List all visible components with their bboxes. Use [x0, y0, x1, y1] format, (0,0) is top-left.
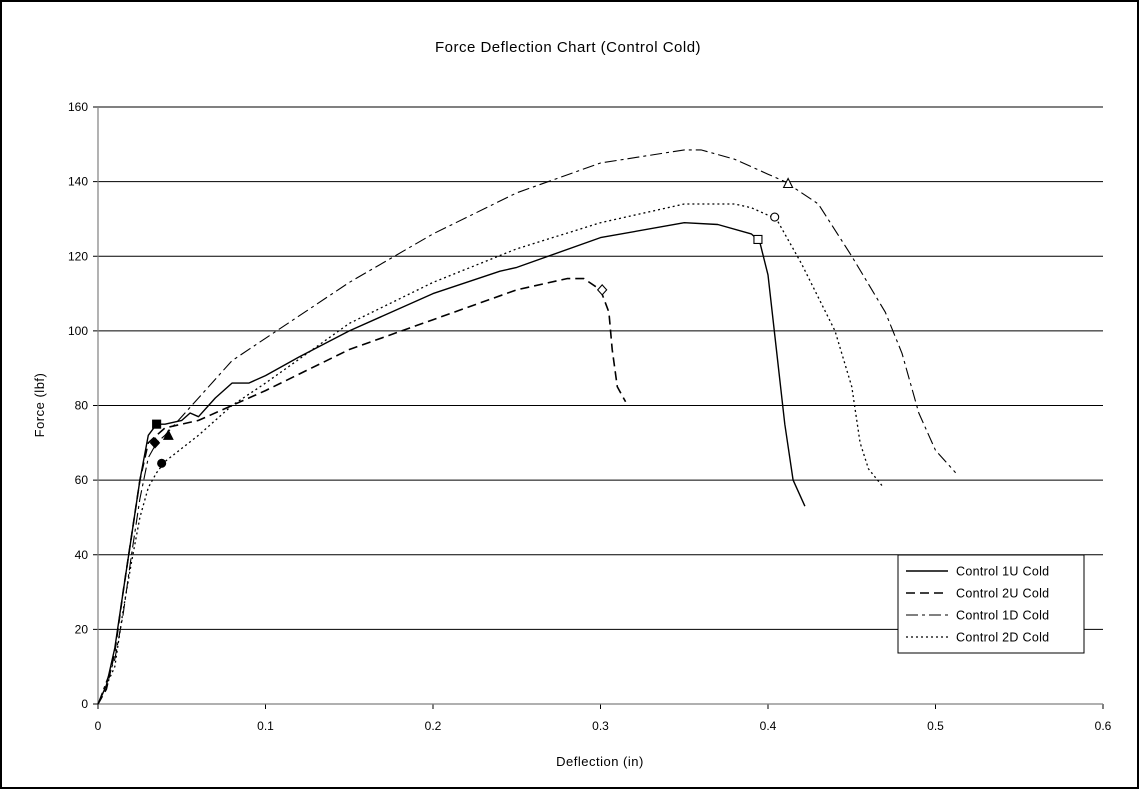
series-4-marker-2 [770, 212, 780, 222]
x-tick-label: 0.5 [927, 719, 944, 733]
y-tick-label: 0 [81, 697, 88, 711]
series-3-marker-2 [782, 177, 794, 189]
gridlines [98, 106, 1103, 630]
legend-entry-3: Control 1D Cold [956, 609, 1049, 623]
series-lines [97, 149, 957, 705]
chart-title: Force Deflection Chart (Control Cold) [435, 39, 701, 56]
legend-entry-1: Control 1U Cold [956, 565, 1049, 579]
x-tick-label: 0.3 [592, 719, 609, 733]
series-2-marker-1 [149, 436, 161, 449]
series-1-marker-2 [753, 234, 763, 245]
y-tick-label: 120 [68, 249, 88, 263]
series-1-marker-1 [152, 419, 162, 429]
y-tick-label: 20 [75, 622, 89, 636]
series-line-3 [97, 149, 957, 705]
legend-entry-2: Control 2U Cold [956, 587, 1049, 601]
x-tick-label: 0 [95, 719, 102, 733]
x-tick-label: 0.4 [760, 719, 777, 733]
series-3-marker-1 [162, 429, 174, 440]
series-line-4 [97, 203, 885, 705]
series-4-marker-1 [157, 458, 167, 468]
series-line-1 [97, 222, 806, 705]
y-axis-title: Force (lbf) [32, 373, 47, 438]
legend: Control 1U Cold Control 2U Cold Control 1D… [897, 554, 1085, 654]
x-axis-title: Deflection (in) [556, 754, 644, 769]
y-tick-label: 80 [75, 399, 89, 413]
y-tick-label: 160 [68, 100, 88, 114]
series-line-2 [97, 277, 627, 705]
x-tick-label: 0.1 [257, 719, 274, 733]
x-tick-label: 0.6 [1095, 719, 1112, 733]
y-tick-label: 140 [68, 175, 88, 189]
y-tick-label: 100 [68, 324, 88, 338]
legend-entry-4: Control 2D Cold [956, 631, 1049, 645]
x-tick-label: 0.2 [425, 719, 442, 733]
y-tick-label: 40 [75, 548, 89, 562]
series-markers [149, 177, 794, 468]
series-2-marker-2 [596, 284, 608, 296]
axes: 0 20 40 60 80 100 120 140 160 0 0.1 0.2 0.3 0.4 0.5 0.6 [68, 100, 1112, 733]
y-tick-label: 60 [75, 473, 89, 487]
